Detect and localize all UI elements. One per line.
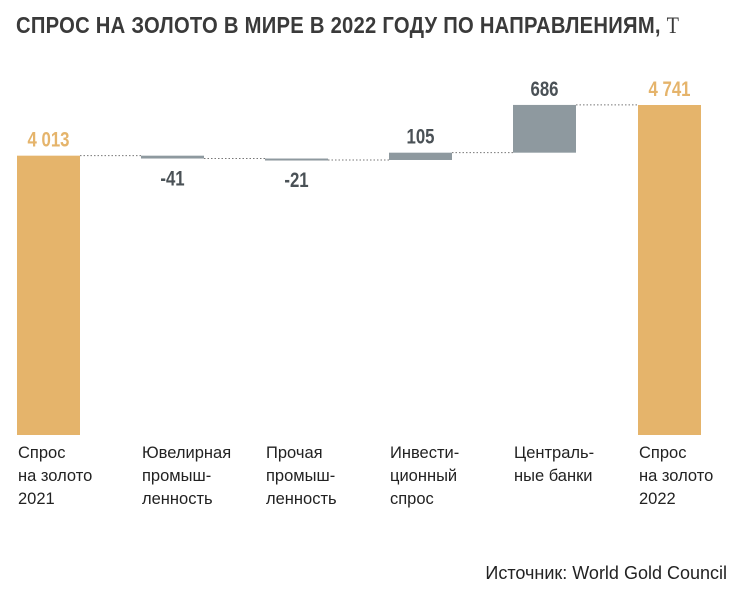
category-label-4: Централь- ные банки (514, 444, 595, 485)
bar-5 (638, 105, 701, 435)
value-label-5: 4 741 (648, 78, 690, 101)
bar-0 (17, 155, 80, 435)
bar-1 (141, 155, 204, 159)
category-label-3: Инвести- ционный спрос (390, 444, 460, 508)
category-label-2: Прочая промыш- ленность (266, 444, 337, 508)
value-label-2: -21 (284, 169, 309, 192)
bar-3 (389, 152, 452, 160)
value-label-0: 4 013 (27, 129, 69, 152)
category-label-0: Спрос на золото 2021 (18, 444, 93, 508)
title-text: СПРОС НА ЗОЛОТО В МИРЕ В 2022 ГОДУ ПО НА… (16, 12, 661, 38)
value-label-4: 686 (530, 78, 558, 101)
category-label-1: Ювелирная промыш- ленность (142, 444, 232, 508)
source-note: Источник: World Gold Council (485, 563, 727, 583)
waterfall-chart: 4 013 -41 -21 105 686 4 741 (17, 78, 701, 435)
value-label-1: -41 (160, 168, 185, 191)
chart-title: СПРОС НА ЗОЛОТО В МИРЕ В 2022 ГОДУ ПО НА… (16, 12, 679, 40)
bar-2 (265, 158, 328, 161)
bar-4 (513, 104, 576, 153)
value-label-3: 105 (406, 126, 434, 149)
title-unit: Т (666, 13, 680, 39)
category-label-5: Спрос на золото 2022 (639, 444, 714, 508)
